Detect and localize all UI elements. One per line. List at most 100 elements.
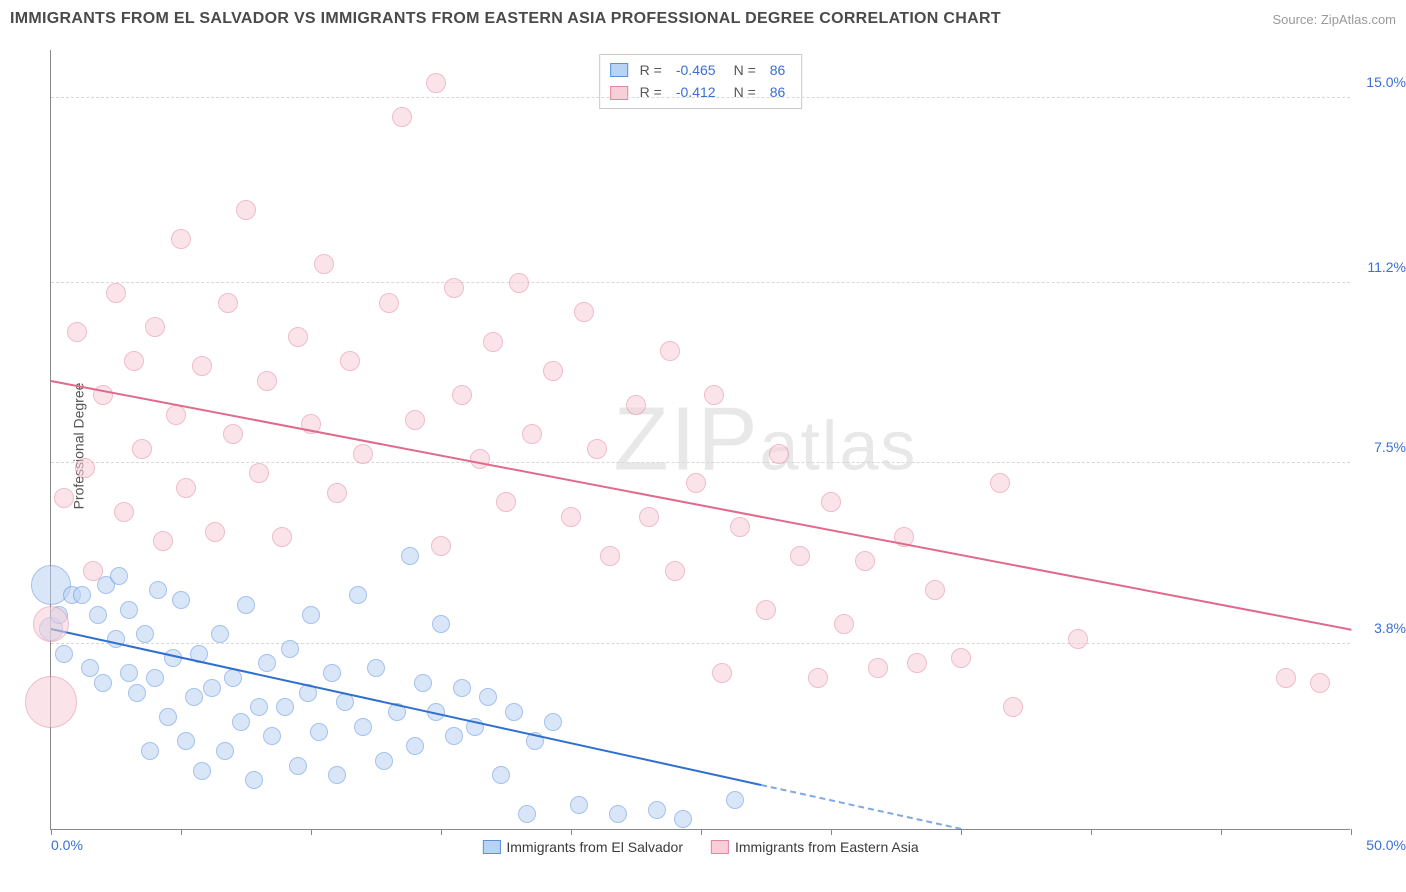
- trend-line-eastern_asia: [51, 381, 1351, 630]
- scatter-point-eastern_asia: [665, 561, 685, 581]
- scatter-point-el_salvador: [432, 615, 450, 633]
- scatter-point-el_salvador: [128, 684, 146, 702]
- x-tick-mark: [1221, 829, 1222, 835]
- legend-correlation: R =-0.465N =86R =-0.412N =86: [599, 54, 803, 109]
- scatter-point-el_salvador: [367, 659, 385, 677]
- scatter-point-el_salvador: [414, 674, 432, 692]
- scatter-point-el_salvador: [310, 723, 328, 741]
- x-tick-mark: [441, 829, 442, 835]
- scatter-point-eastern_asia: [288, 327, 308, 347]
- scatter-point-el_salvador: [401, 547, 419, 565]
- scatter-point-eastern_asia: [730, 517, 750, 537]
- scatter-point-el_salvador: [159, 708, 177, 726]
- legend-swatch: [482, 840, 500, 854]
- x-tick-mark: [831, 829, 832, 835]
- scatter-point-el_salvador: [492, 766, 510, 784]
- scatter-point-eastern_asia: [257, 371, 277, 391]
- scatter-point-eastern_asia: [249, 463, 269, 483]
- x-tick-mark: [1091, 829, 1092, 835]
- scatter-point-eastern_asia: [561, 507, 581, 527]
- scatter-point-el_salvador: [518, 805, 536, 823]
- scatter-point-el_salvador: [94, 674, 112, 692]
- scatter-point-el_salvador: [726, 791, 744, 809]
- x-tick-mark: [311, 829, 312, 835]
- scatter-point-el_salvador: [185, 688, 203, 706]
- legend-series: Immigrants from El SalvadorImmigrants fr…: [482, 839, 918, 855]
- scatter-point-el_salvador: [302, 606, 320, 624]
- scatter-point-el_salvador: [110, 567, 128, 585]
- legend-n-value: 86: [770, 59, 786, 81]
- gridline: [51, 97, 1350, 98]
- scatter-point-eastern_asia: [272, 527, 292, 547]
- scatter-point-eastern_asia: [1003, 697, 1023, 717]
- scatter-point-eastern_asia: [145, 317, 165, 337]
- chart-plot-area: ZIPatlas R =-0.465N =86R =-0.412N =86 Im…: [50, 50, 1350, 830]
- scatter-point-eastern_asia: [452, 385, 472, 405]
- x-tick-mark: [51, 829, 52, 835]
- scatter-point-eastern_asia: [426, 73, 446, 93]
- scatter-point-el_salvador: [354, 718, 372, 736]
- scatter-point-el_salvador: [276, 698, 294, 716]
- scatter-point-el_salvador: [146, 669, 164, 687]
- y-tick-label: 3.8%: [1374, 620, 1406, 636]
- legend-n-value: 86: [770, 81, 786, 103]
- scatter-point-eastern_asia: [379, 293, 399, 313]
- scatter-point-el_salvador: [648, 801, 666, 819]
- scatter-point-eastern_asia: [392, 107, 412, 127]
- scatter-point-el_salvador: [505, 703, 523, 721]
- scatter-point-eastern_asia: [54, 488, 74, 508]
- trend-line-el_salvador: [51, 629, 961, 829]
- scatter-point-eastern_asia: [444, 278, 464, 298]
- scatter-point-el_salvador: [172, 591, 190, 609]
- scatter-point-eastern_asia: [205, 522, 225, 542]
- legend-r-value: -0.412: [676, 81, 716, 103]
- scatter-point-el_salvador: [250, 698, 268, 716]
- legend-r-label: R =: [640, 81, 662, 103]
- scatter-point-el_salvador: [211, 625, 229, 643]
- scatter-point-el_salvador: [136, 625, 154, 643]
- scatter-point-eastern_asia: [522, 424, 542, 444]
- scatter-point-el_salvador: [81, 659, 99, 677]
- scatter-point-eastern_asia: [171, 229, 191, 249]
- source-label: Source: ZipAtlas.com: [1272, 12, 1396, 27]
- scatter-point-eastern_asia: [114, 502, 134, 522]
- scatter-point-eastern_asia: [990, 473, 1010, 493]
- scatter-point-el_salvador: [258, 654, 276, 672]
- scatter-point-eastern_asia: [660, 341, 680, 361]
- scatter-point-eastern_asia: [574, 302, 594, 322]
- scatter-point-eastern_asia: [769, 444, 789, 464]
- scatter-point-eastern_asia: [907, 653, 927, 673]
- scatter-point-eastern_asia: [67, 322, 87, 342]
- x-tick-mark: [701, 829, 702, 835]
- scatter-point-el_salvador: [55, 645, 73, 663]
- scatter-point-eastern_asia: [855, 551, 875, 571]
- scatter-point-el_salvador: [570, 796, 588, 814]
- scatter-point-eastern_asia: [600, 546, 620, 566]
- scatter-point-eastern_asia: [176, 478, 196, 498]
- scatter-point-eastern_asia: [192, 356, 212, 376]
- scatter-point-el_salvador: [406, 737, 424, 755]
- scatter-point-eastern_asia: [218, 293, 238, 313]
- legend-r-label: R =: [640, 59, 662, 81]
- scatter-point-eastern_asia: [25, 676, 77, 728]
- scatter-point-eastern_asia: [790, 546, 810, 566]
- gridline: [51, 282, 1350, 283]
- x-tick-mark: [181, 829, 182, 835]
- scatter-point-el_salvador: [375, 752, 393, 770]
- watermark: ZIPatlas: [613, 388, 917, 491]
- scatter-point-eastern_asia: [756, 600, 776, 620]
- legend-n-label: N =: [734, 59, 756, 81]
- scatter-point-eastern_asia: [821, 492, 841, 512]
- x-tick-mark: [571, 829, 572, 835]
- scatter-point-el_salvador: [232, 713, 250, 731]
- legend-series-label: Immigrants from Eastern Asia: [735, 839, 919, 855]
- legend-swatch: [711, 840, 729, 854]
- scatter-point-el_salvador: [674, 810, 692, 828]
- scatter-point-eastern_asia: [75, 458, 95, 478]
- scatter-point-eastern_asia: [483, 332, 503, 352]
- scatter-point-eastern_asia: [314, 254, 334, 274]
- x-tick-mark: [961, 829, 962, 835]
- y-tick-label: 15.0%: [1366, 74, 1406, 90]
- scatter-point-el_salvador: [177, 732, 195, 750]
- scatter-point-eastern_asia: [639, 507, 659, 527]
